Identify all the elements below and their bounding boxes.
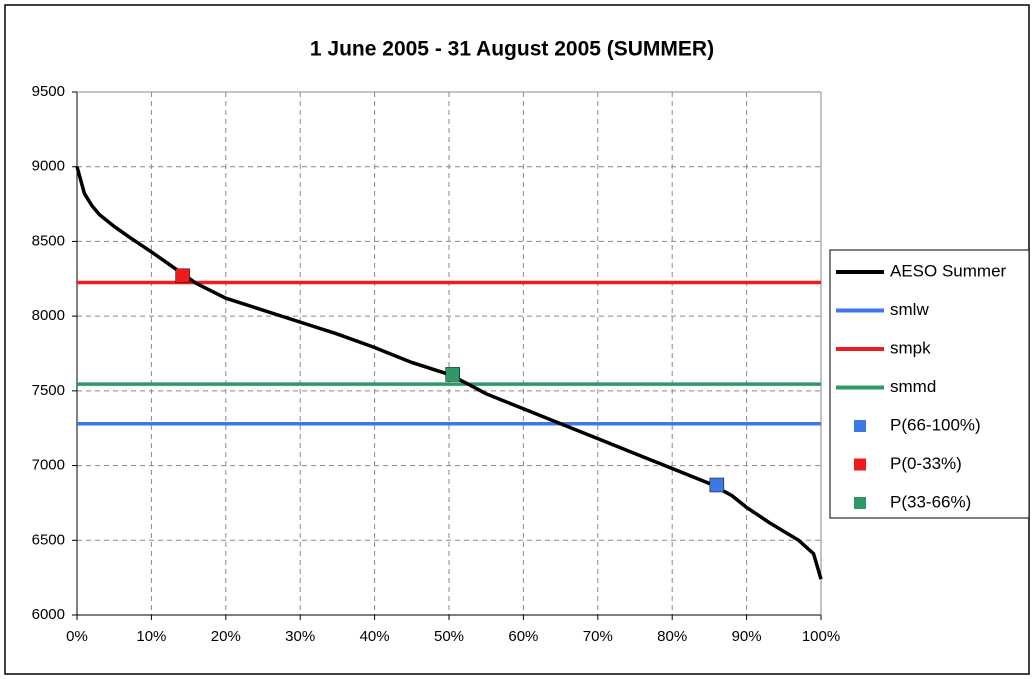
legend-label: smmd (890, 377, 936, 396)
legend-swatch (854, 458, 866, 471)
legend-swatch (854, 420, 866, 432)
y-tick-label: 7500 (32, 382, 65, 399)
series-line (75, 166, 823, 580)
x-tick-label: 20% (211, 628, 241, 645)
x-tick-label: 80% (657, 628, 687, 645)
legend-label: P(33-66%) (890, 492, 971, 511)
y-tick-label: 9500 (32, 83, 65, 100)
x-tick-label: 10% (136, 628, 166, 645)
legend-swatch (854, 497, 866, 509)
legend-label: AESO Summer (890, 261, 1007, 280)
legend-box (829, 249, 1030, 519)
y-tick-label: 8500 (32, 232, 65, 249)
x-tick-label: 70% (583, 628, 613, 645)
chart-title: 1 June 2005 - 31 August 2005 (SUMMER) (310, 38, 714, 61)
y-tick-label: 8000 (32, 307, 65, 324)
legend-label: P(66-100%) (890, 415, 981, 434)
y-tick-label: 6500 (32, 531, 65, 548)
x-tick-label: 0% (66, 628, 88, 645)
y-tick-label: 6000 (32, 606, 65, 623)
point-marker (709, 477, 725, 493)
point-marker (445, 367, 460, 382)
legend-label: smlw (890, 300, 929, 319)
x-tick-label: 90% (732, 628, 762, 645)
x-tick-label: 30% (285, 628, 315, 645)
y-tick-label: 9000 (32, 158, 65, 175)
x-tick-label: 60% (508, 628, 538, 645)
legend-label: P(0-33%) (890, 454, 962, 473)
legend-label: smpk (890, 338, 931, 357)
point-marker (175, 268, 190, 284)
x-tick-label: 50% (434, 628, 464, 645)
y-tick-label: 7000 (32, 457, 65, 474)
x-tick-label: 40% (360, 628, 390, 645)
x-tick-label: 100% (802, 628, 840, 645)
